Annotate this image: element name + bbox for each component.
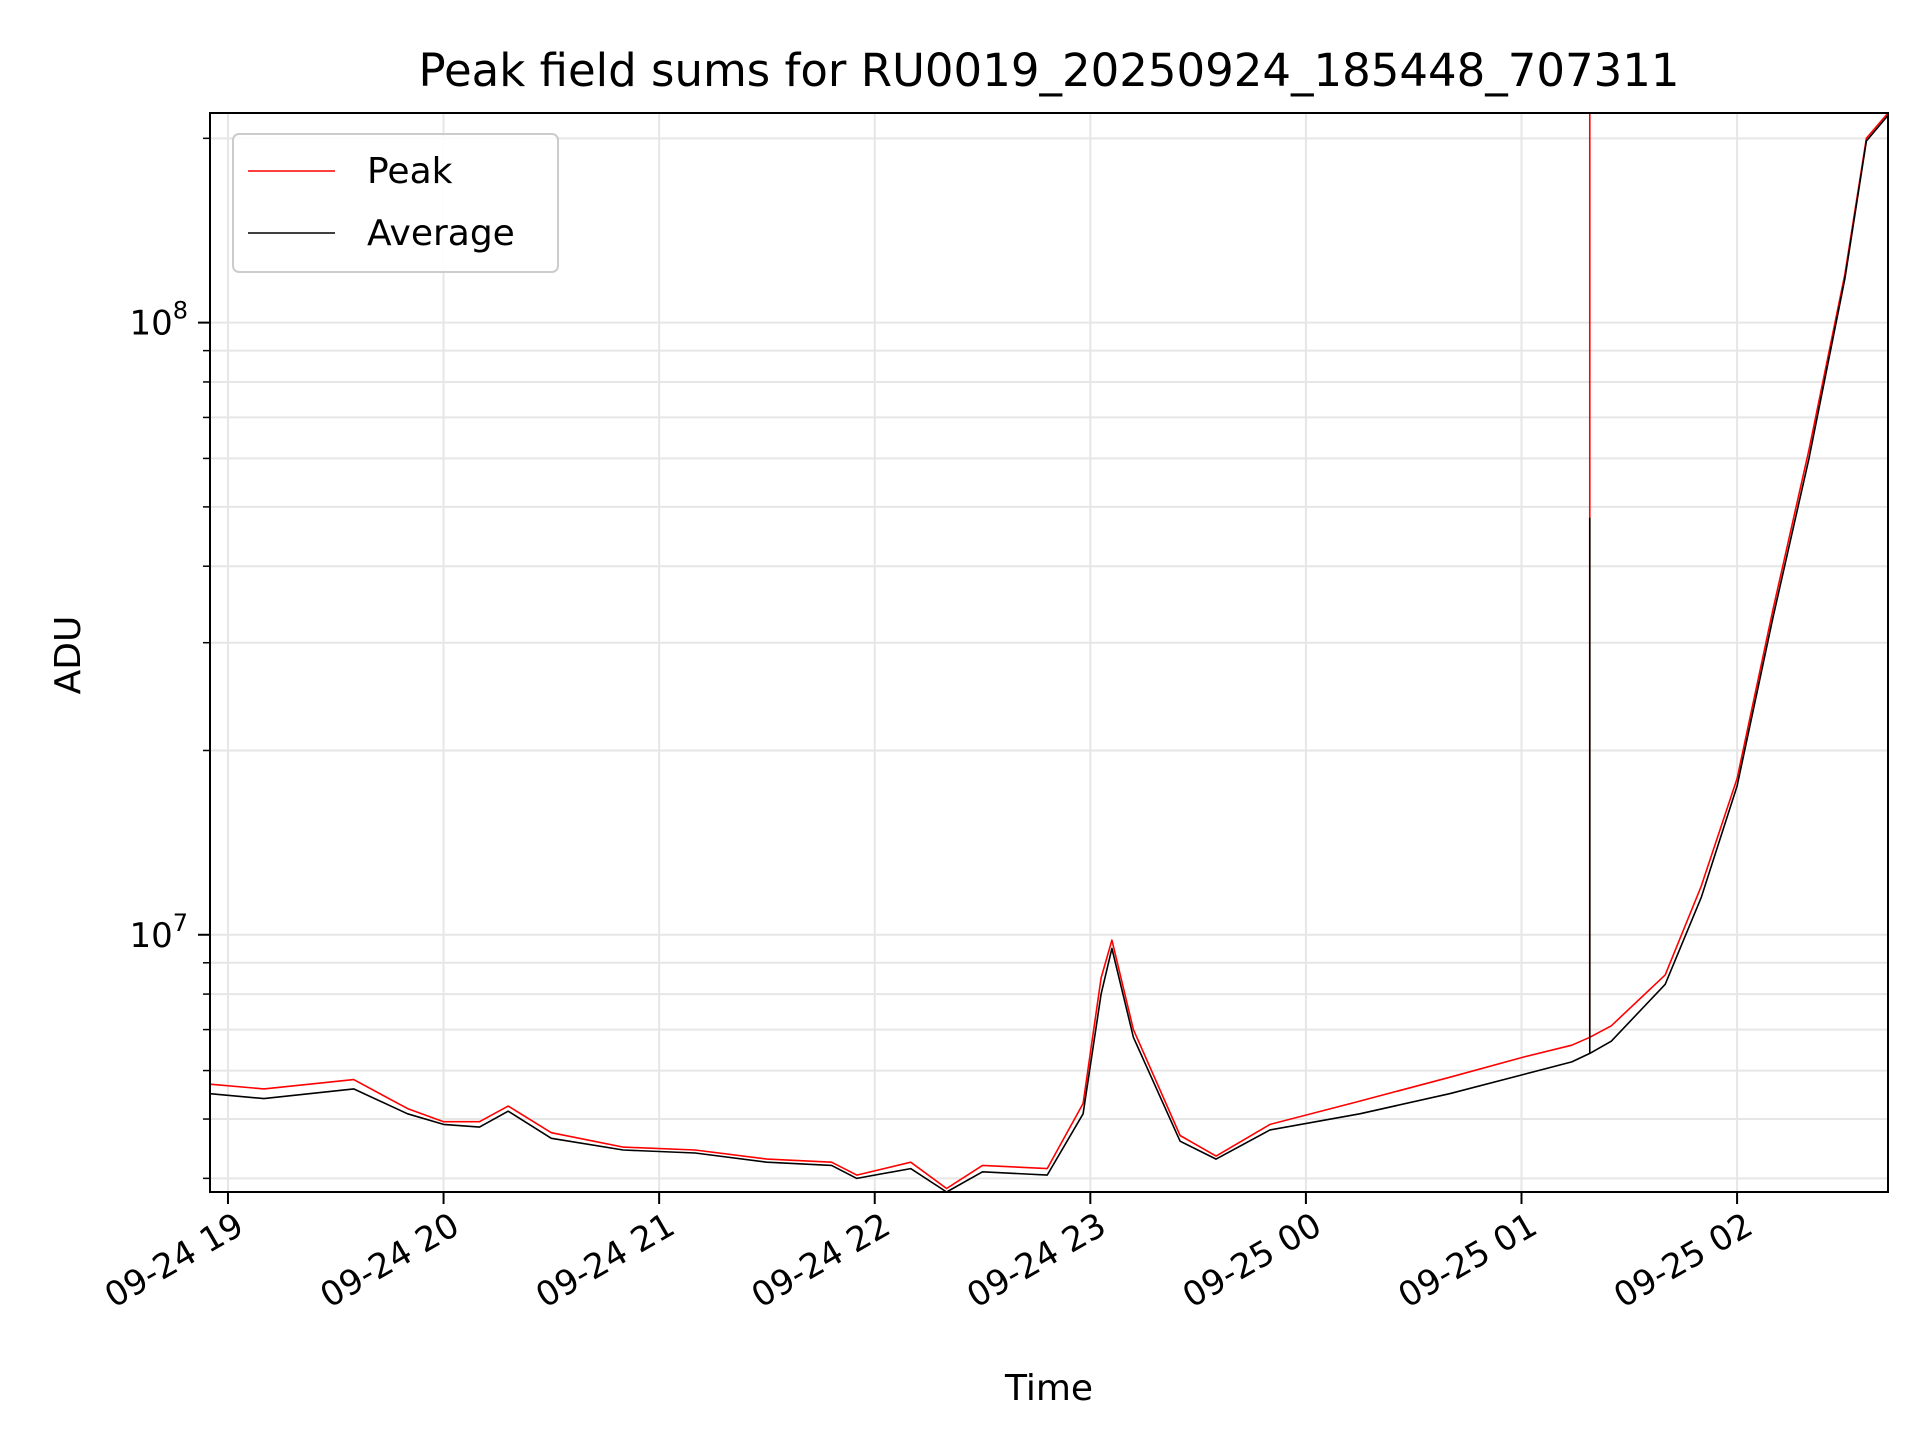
x-tick-label: 09-25 01 — [1392, 1205, 1544, 1316]
y-tick-label: 108 — [129, 297, 188, 344]
x-tick-label: 09-24 19 — [98, 1205, 250, 1316]
legend-label-peak: Peak — [367, 151, 453, 192]
legend-box — [232, 133, 559, 273]
y-tick-label: 107 — [129, 909, 188, 956]
x-tick-label: 09-24 23 — [960, 1205, 1112, 1316]
y-axis-label: ADU — [48, 616, 89, 695]
grid-lines — [210, 113, 1888, 1192]
legend: Peak Average — [232, 133, 559, 273]
x-axis-label: Time — [1004, 1368, 1093, 1409]
chart-title: Peak field sums for RU0019_20250924_1854… — [418, 44, 1679, 97]
x-tick-label: 09-24 21 — [529, 1205, 681, 1316]
x-tick-label: 09-25 00 — [1176, 1205, 1328, 1316]
series-line-peak — [209, 112, 1889, 1190]
x-tick-label: 09-24 22 — [745, 1205, 897, 1316]
legend-label-average: Average — [367, 213, 515, 254]
series-lines — [209, 112, 1889, 1193]
x-tick-label: 09-25 02 — [1607, 1205, 1759, 1316]
x-tick-label: 09-24 20 — [314, 1205, 466, 1316]
plot-frame — [209, 112, 1889, 1193]
y-axis-ticks: 107 108 — [129, 137, 210, 1180]
series-line-average — [209, 114, 1889, 1193]
x-axis-ticks: 09-24 19 09-24 20 09-24 21 09-24 22 09-24 23… — [98, 1192, 1760, 1316]
